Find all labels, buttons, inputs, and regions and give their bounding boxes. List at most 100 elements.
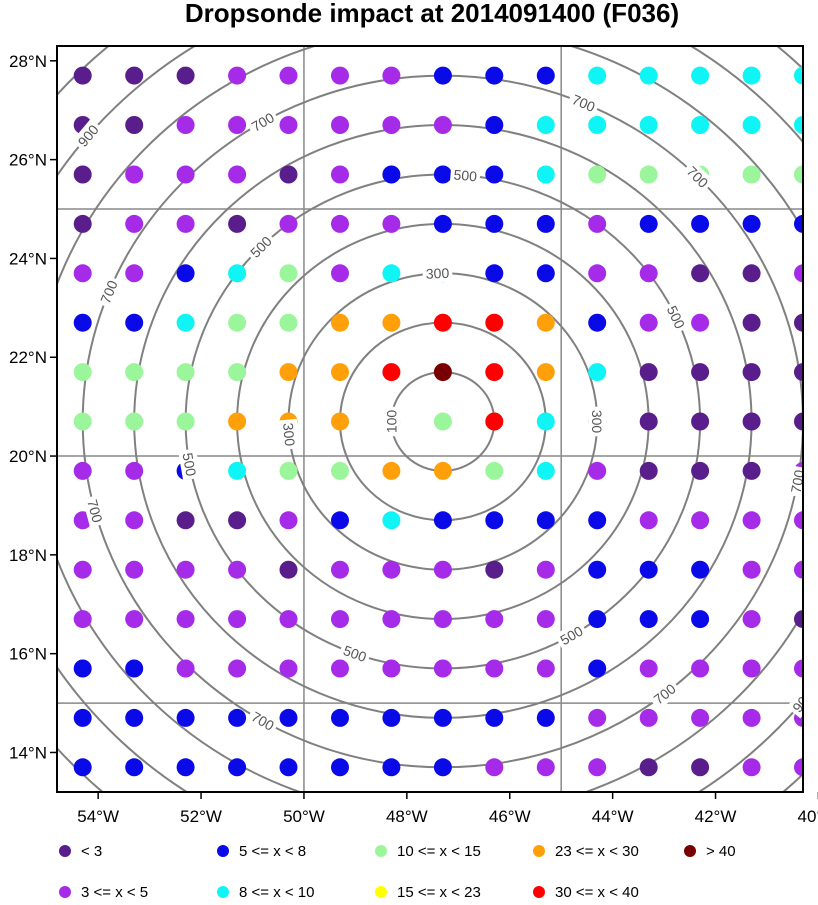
contour-label-group: 500 bbox=[449, 165, 481, 186]
station-marker bbox=[639, 560, 658, 579]
legend-swatch bbox=[533, 845, 545, 857]
contour-label-bg bbox=[71, 118, 105, 153]
station-marker bbox=[691, 659, 710, 678]
station-marker bbox=[485, 511, 504, 530]
contour-label-bg bbox=[278, 418, 300, 450]
station-marker bbox=[73, 708, 92, 727]
station-marker bbox=[691, 214, 710, 233]
station-marker bbox=[228, 214, 247, 233]
contour-label-group: 700 bbox=[82, 494, 108, 528]
legend: < 3 3 <= x < 5 5 <= x < 8 8 <= x < 10 10 <= … bbox=[59, 843, 736, 901]
x-tick-label: 42°W bbox=[695, 807, 737, 826]
station-marker bbox=[73, 461, 92, 480]
station-marker bbox=[382, 461, 401, 480]
station-marker bbox=[433, 313, 452, 332]
station-marker bbox=[279, 264, 298, 283]
station-marker bbox=[588, 659, 607, 678]
station-marker bbox=[588, 165, 607, 184]
station-marker bbox=[485, 461, 504, 480]
station-marker bbox=[588, 363, 607, 382]
contour-label-group: 500 bbox=[337, 640, 372, 668]
plot-frame bbox=[56, 45, 804, 793]
station-marker bbox=[433, 610, 452, 629]
legend-label: 3 <= x < 5 bbox=[81, 884, 148, 900]
station-marker bbox=[433, 659, 452, 678]
contour-label-group: 700 bbox=[566, 89, 601, 118]
station-marker bbox=[176, 214, 195, 233]
station-marker bbox=[382, 659, 401, 678]
station-marker bbox=[125, 708, 144, 727]
station-marker bbox=[794, 66, 803, 85]
station-marker bbox=[691, 758, 710, 777]
station-marker bbox=[125, 659, 144, 678]
station-marker bbox=[176, 116, 195, 134]
station-marker bbox=[176, 511, 195, 530]
station-marker bbox=[639, 363, 658, 382]
station-marker bbox=[73, 214, 92, 233]
station-marker bbox=[73, 313, 92, 332]
station-marker bbox=[536, 66, 555, 85]
station-marker bbox=[691, 708, 710, 727]
contour-label-bg bbox=[566, 89, 601, 118]
station-marker bbox=[588, 66, 607, 85]
station-marker bbox=[536, 412, 555, 431]
contour-label-bg bbox=[95, 274, 123, 309]
station-marker bbox=[331, 610, 349, 629]
station-marker bbox=[331, 116, 349, 134]
station-marker bbox=[639, 461, 658, 480]
contour-label: 300 bbox=[589, 410, 605, 434]
station-marker bbox=[794, 511, 803, 530]
contour-label: 300 bbox=[280, 422, 298, 447]
station-marker bbox=[279, 610, 298, 629]
station-marker bbox=[742, 412, 761, 431]
station-marker bbox=[176, 758, 195, 777]
station-marker bbox=[279, 659, 298, 678]
station-marker bbox=[742, 461, 761, 480]
station-marker bbox=[639, 313, 658, 332]
station-marker bbox=[125, 412, 144, 431]
station-marker bbox=[536, 165, 555, 184]
station-marker bbox=[536, 511, 555, 530]
station-marker bbox=[433, 461, 452, 480]
station-marker bbox=[588, 610, 607, 629]
station-marker bbox=[742, 116, 761, 134]
station-marker bbox=[588, 214, 607, 233]
station-marker bbox=[536, 214, 555, 233]
station-marker bbox=[73, 412, 92, 431]
station-marker bbox=[125, 165, 144, 184]
x-tick-label: 44°W bbox=[592, 807, 634, 826]
station-marker bbox=[691, 610, 710, 629]
station-marker bbox=[331, 461, 349, 480]
station-marker bbox=[433, 363, 452, 382]
station-marker bbox=[485, 758, 504, 777]
legend-label: 30 <= x < 40 bbox=[555, 884, 639, 900]
contour-label-group: 700 bbox=[245, 705, 281, 737]
contour-label-bg bbox=[449, 165, 481, 186]
station-marker bbox=[176, 264, 195, 283]
contour-label-group: 700 bbox=[680, 160, 715, 194]
station-marker bbox=[382, 708, 401, 727]
station-marker bbox=[125, 560, 144, 579]
station-marker bbox=[279, 560, 298, 579]
contour-label-group: 300 bbox=[278, 418, 300, 450]
y-tick-label: 22°N bbox=[9, 348, 47, 367]
contour-label-bg bbox=[245, 106, 281, 138]
station-marker bbox=[331, 264, 349, 283]
station-marker bbox=[536, 313, 555, 332]
station-marker bbox=[176, 165, 195, 184]
station-marker bbox=[588, 560, 607, 579]
contour-label-group: 500 bbox=[178, 448, 201, 481]
station-marker bbox=[536, 461, 555, 480]
contour-label-bg bbox=[82, 494, 108, 528]
station-marker bbox=[691, 66, 710, 85]
station-marker bbox=[433, 511, 452, 530]
station-marker bbox=[536, 708, 555, 727]
station-marker bbox=[176, 610, 195, 629]
station-marker bbox=[125, 363, 144, 382]
contour-label-bg bbox=[554, 620, 589, 651]
station-marker bbox=[331, 758, 349, 777]
legend-swatch bbox=[217, 845, 229, 857]
station-marker bbox=[639, 165, 658, 184]
station-marker bbox=[73, 610, 92, 629]
station-marker bbox=[485, 610, 504, 629]
